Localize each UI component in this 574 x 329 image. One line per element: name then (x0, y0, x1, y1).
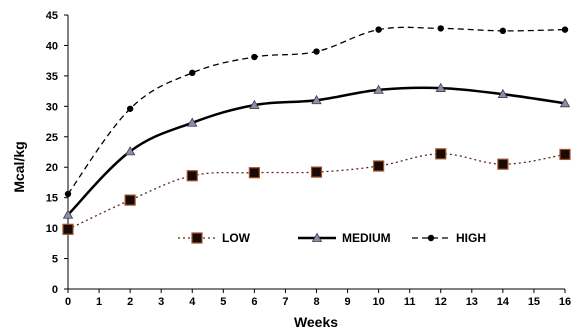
data-point-low (373, 160, 385, 172)
data-point-medium (249, 99, 260, 110)
data-point-high (561, 26, 569, 33)
data-point-low (62, 223, 74, 235)
data-point-high (189, 69, 196, 77)
y-tick-label: 30 (46, 101, 58, 113)
legend-item-high: HIGH (412, 231, 486, 245)
data-point-high (499, 27, 507, 35)
data-point-medium (311, 94, 322, 105)
series-layer (62, 25, 571, 235)
data-point-high (313, 48, 320, 55)
y-tick-label: 40 (46, 40, 58, 52)
series-line-low (67, 153, 566, 230)
data-point-low (310, 166, 323, 178)
series-low (62, 148, 571, 235)
legend-label-low: LOW (222, 231, 251, 245)
data-point-low (124, 194, 136, 206)
y-tick-label: 5 (52, 254, 58, 266)
y-tick-label: 0 (52, 284, 58, 296)
x-tick-label: 1 (96, 296, 102, 308)
legend-item-medium: MEDIUM (298, 231, 391, 245)
data-point-medium (373, 84, 384, 94)
data-point-low (248, 167, 260, 179)
legend-marker-medium (311, 232, 323, 242)
x-axis-title: Weeks (294, 314, 338, 329)
x-tick-label: 8 (313, 296, 319, 308)
x-tick-label: 2 (127, 296, 133, 308)
x-tick-label: 9 (345, 296, 351, 308)
data-point-high (251, 53, 258, 61)
y-tick-label: 15 (46, 193, 58, 205)
data-point-high (126, 105, 134, 112)
y-tick-label: 35 (46, 71, 58, 83)
legend-item-low: LOW (178, 231, 251, 245)
data-point-medium (559, 97, 571, 108)
data-point-high (375, 26, 382, 33)
legend-marker-high (427, 234, 435, 242)
y-tick-label: 20 (46, 162, 58, 174)
legend-marker-low (191, 232, 203, 244)
y-axis-title: Mcal/kg (11, 141, 27, 192)
data-point-medium (62, 209, 74, 219)
series-medium (62, 82, 571, 219)
x-tick-label: 5 (220, 296, 226, 308)
x-tick-label: 7 (282, 296, 288, 308)
data-point-medium (497, 88, 509, 99)
x-tick-label: 10 (373, 296, 385, 308)
x-tick-label: 6 (251, 296, 257, 308)
data-point-low (559, 148, 571, 161)
data-point-medium (435, 82, 446, 92)
series-line-medium (67, 86, 566, 216)
x-tick-label: 3 (158, 296, 164, 308)
data-point-medium (187, 117, 198, 127)
y-tick-label: 45 (46, 10, 58, 22)
x-tick-label: 12 (435, 296, 447, 308)
data-point-high (437, 25, 444, 32)
x-tick-label: 16 (559, 296, 571, 308)
y-tick-label: 25 (46, 132, 58, 144)
data-point-low (435, 148, 447, 160)
legend-label-medium: MEDIUM (342, 231, 391, 245)
series-high (64, 25, 569, 198)
data-point-medium (124, 146, 136, 156)
y-tick-label: 10 (46, 223, 58, 235)
data-point-low (497, 158, 509, 170)
x-tick-label: 13 (466, 296, 478, 308)
data-point-low (186, 170, 198, 182)
legend: LOW MEDIUM HIGH (178, 231, 486, 245)
x-tick-label: 15 (528, 296, 540, 308)
data-point-high (64, 190, 72, 198)
x-tick-label: 11 (404, 296, 416, 308)
legend-label-high: HIGH (456, 231, 486, 245)
x-tick-label: 4 (189, 296, 196, 308)
x-tick-label: 0 (65, 296, 71, 308)
x-tick-label: 14 (497, 296, 510, 308)
